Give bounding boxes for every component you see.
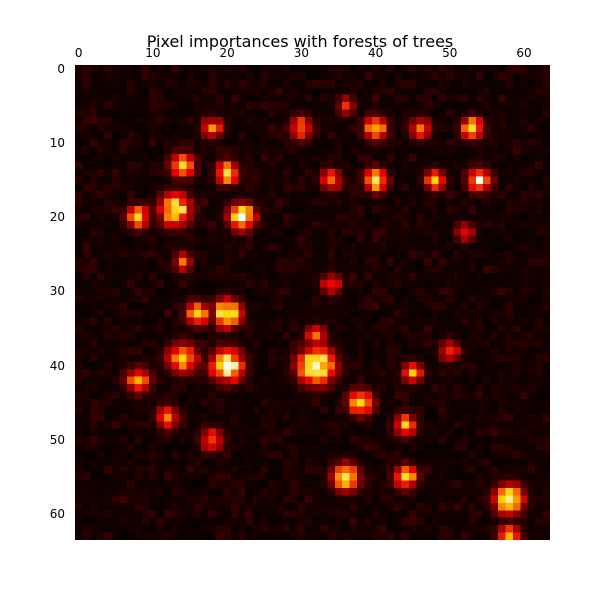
xtick-label: 50 bbox=[442, 47, 457, 59]
xtick-label: 60 bbox=[516, 47, 531, 59]
xtick-label: 30 bbox=[294, 47, 309, 59]
figure: Pixel importances with forests of trees … bbox=[0, 0, 600, 600]
heatmap-plot-area bbox=[75, 65, 550, 540]
xtick-label: 40 bbox=[368, 47, 383, 59]
xtick-label: 0 bbox=[75, 47, 83, 59]
xtick-label: 10 bbox=[145, 47, 160, 59]
heatmap-canvas bbox=[75, 65, 550, 540]
xtick-label: 20 bbox=[220, 47, 235, 59]
